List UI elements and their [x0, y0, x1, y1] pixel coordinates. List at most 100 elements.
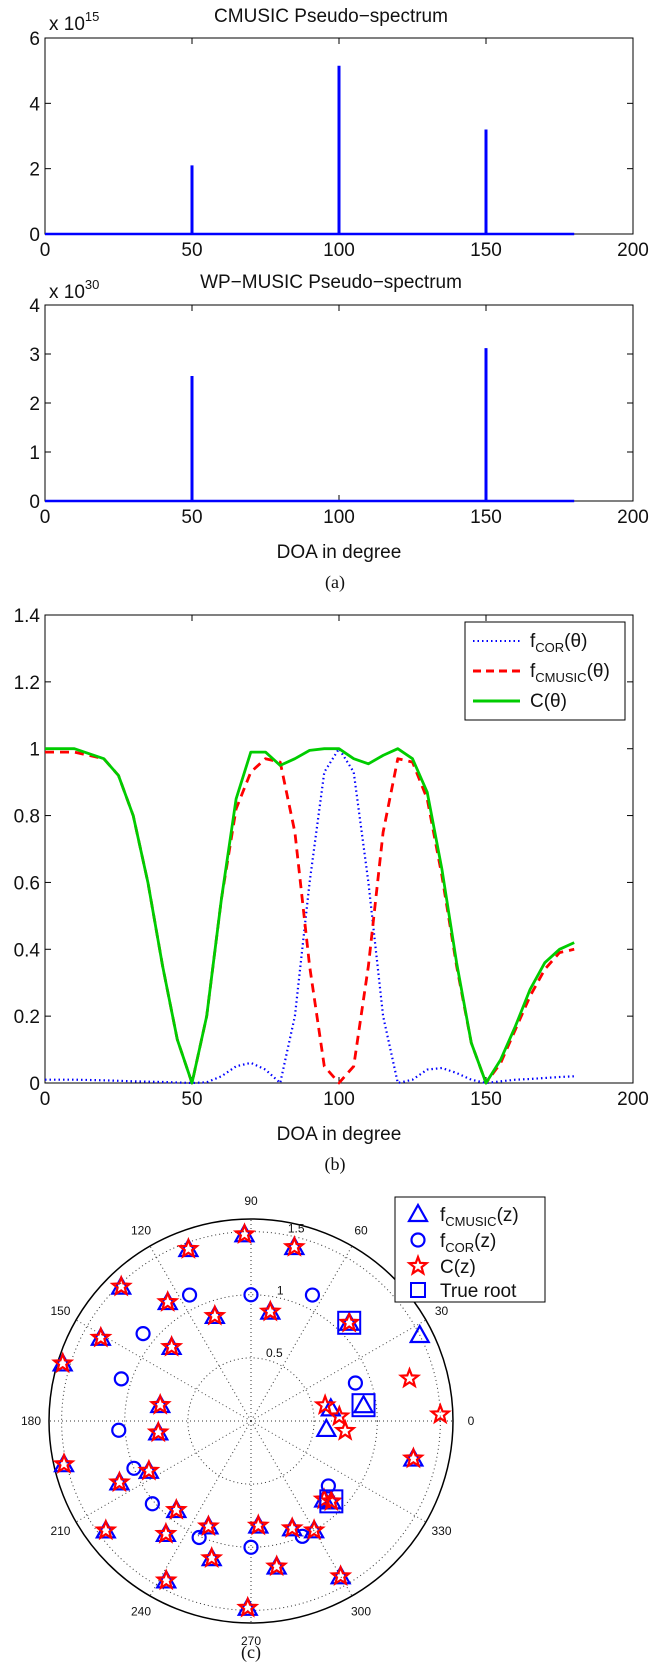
wpmusic-ytick-label: 0: [29, 492, 40, 513]
cmusic-exponent-label: x 1015: [49, 9, 99, 35]
polar-marker-cmusic: [338, 1311, 361, 1331]
panel-b-xlabel: DOA in degree: [277, 1124, 402, 1145]
wpmusic-xtick-label: 200: [617, 507, 649, 528]
polar-marker-cmusic: [155, 1522, 177, 1543]
legend-b-cmusic-label: fCMUSIC(θ): [530, 661, 610, 685]
wpmusic-title: WP−MUSIC Pseudo−spectrum: [200, 272, 462, 293]
legend-c-cor-label: fCOR(z): [440, 1231, 496, 1255]
polar-marker-cmusic: [319, 1397, 342, 1417]
polar-marker-cmusic: [110, 1275, 133, 1295]
polar-radius-label: 0.5: [266, 1346, 283, 1360]
polar-marker-cmusic: [160, 1335, 183, 1356]
polar-marker-cmusic: [200, 1546, 223, 1567]
polar-marker-c: [319, 1489, 343, 1512]
polar-marker-cor: [135, 1326, 151, 1342]
polar-marker-c: [282, 1235, 306, 1257]
polar-marker-cor: [243, 1539, 259, 1555]
polar-marker-cmusic: [352, 1393, 375, 1414]
polar-marker-c: [337, 1310, 361, 1333]
wpmusic-ytick-label: 2: [29, 394, 40, 415]
panel-b-xtick-label: 100: [323, 1089, 355, 1110]
polar-marker-cmusic: [156, 1290, 179, 1311]
polar-marker-c: [401, 1446, 425, 1469]
polar-marker-cor: [113, 1371, 129, 1387]
panel-c-legend: fCMUSIC(z) fCOR(z) C(z) True root: [394, 1196, 546, 1303]
polar-marker-cmusic: [89, 1326, 112, 1346]
polar-marker-c: [398, 1366, 422, 1389]
cmusic-panel: CMUSIC Pseudo−spectrum x 1015 0 50 100 150 2…: [29, 6, 648, 261]
polar-marker-c: [428, 1402, 452, 1425]
polar-radius-label: 1.5: [288, 1222, 305, 1236]
polar-spoke: [149, 1420, 252, 1597]
polar-marker-c: [146, 1420, 170, 1443]
polar-marker-c: [333, 1418, 357, 1441]
polar-angle-label: 180: [21, 1414, 41, 1428]
polar-marker-c: [280, 1516, 304, 1538]
caption-c: (c): [241, 1642, 261, 1663]
panel-b-ytick-label: 1: [29, 740, 40, 761]
polar-angle-label: 210: [50, 1524, 70, 1538]
polar-marker-c: [154, 1521, 178, 1544]
wpmusic-exponent-label: x 1030: [49, 277, 99, 303]
polar-marker-cor: [347, 1375, 363, 1391]
cmusic-xtick-label: 50: [181, 240, 202, 261]
polar-marker-cor: [304, 1287, 321, 1303]
cmusic-xtick-label: 100: [323, 240, 355, 261]
polar-marker-cmusic: [259, 1300, 282, 1320]
panel-b-xtick-label: 50: [181, 1089, 202, 1110]
panel-b-ytick-label: 0.6: [14, 873, 40, 894]
legend-c-trueroot-label: True root: [440, 1281, 517, 1302]
polar-marker-cmusic: [236, 1596, 259, 1616]
caption-b: (b): [325, 1154, 346, 1175]
polar-marker-cmusic: [203, 1304, 226, 1325]
polar-marker-cmusic: [108, 1471, 131, 1491]
panel-b-xtick-label: 150: [470, 1089, 502, 1110]
polar-spoke: [250, 1420, 427, 1523]
legend-c-c-label: C(z): [440, 1257, 476, 1278]
panel-b-ticks: 0 50 100 150 200 0 0.2 0.4 0.6 0.8 1 1.2 1.4: [14, 606, 649, 1110]
cmusic-ytick-label: 0: [29, 225, 40, 246]
polar-marker-c: [312, 1487, 336, 1510]
polar-marker-cmusic: [137, 1459, 160, 1479]
polar-angle-label: 300: [351, 1605, 371, 1619]
polar-marker-c: [156, 1290, 180, 1312]
polar-marker-c: [159, 1334, 184, 1357]
polar-angle-label: 90: [244, 1194, 258, 1208]
polar-spoke: [250, 1420, 353, 1597]
polar-marker-c: [94, 1518, 118, 1541]
polar-marker-cmusic: [165, 1498, 188, 1519]
cmusic-series: [45, 65, 575, 236]
polar-marker-c: [196, 1514, 221, 1537]
polar-marker-c: [329, 1564, 353, 1586]
polar-grid: [48, 1218, 454, 1624]
polar-marker-cor: [181, 1287, 198, 1303]
polar-radius-ring: [187, 1357, 315, 1485]
wpmusic-ytick-label: 1: [29, 443, 40, 464]
cmusic-title: CMUSIC Pseudo−spectrum: [214, 6, 448, 27]
polar-outer-circle: [48, 1218, 454, 1624]
polar-marker-c: [164, 1497, 188, 1520]
wpmusic-ytick-label: 3: [29, 345, 40, 366]
polar-spoke: [250, 1245, 353, 1422]
polar-marker-c: [200, 1545, 224, 1568]
polar-angle-label: 120: [131, 1223, 151, 1237]
panel-b-ytick-label: 0.8: [14, 807, 40, 828]
polar-marker-cmusic: [283, 1235, 306, 1256]
polar-marker-cor: [320, 1478, 336, 1494]
polar-marker-cmusic: [303, 1519, 326, 1539]
legend-b-cor-label: fCOR(θ): [530, 631, 587, 655]
polar-radius-ring: [124, 1294, 378, 1548]
polar-angle-label: 150: [50, 1304, 70, 1318]
polar-marker-c: [258, 1299, 282, 1322]
polar-angle-label: 60: [354, 1223, 368, 1237]
polar-marker-cor: [126, 1460, 142, 1476]
cmusic-ytick-label: 2: [29, 160, 40, 181]
legend-b-c-label: C(θ): [530, 691, 567, 712]
cmusic-xtick-label: 200: [617, 240, 649, 261]
polar-marker-c: [232, 1222, 256, 1244]
polar-marker-c: [154, 1568, 178, 1591]
panel-b-ytick-label: 1.2: [14, 673, 40, 694]
polar-marker-cmusic: [247, 1514, 270, 1534]
polar-angle-label: 0: [468, 1414, 475, 1428]
